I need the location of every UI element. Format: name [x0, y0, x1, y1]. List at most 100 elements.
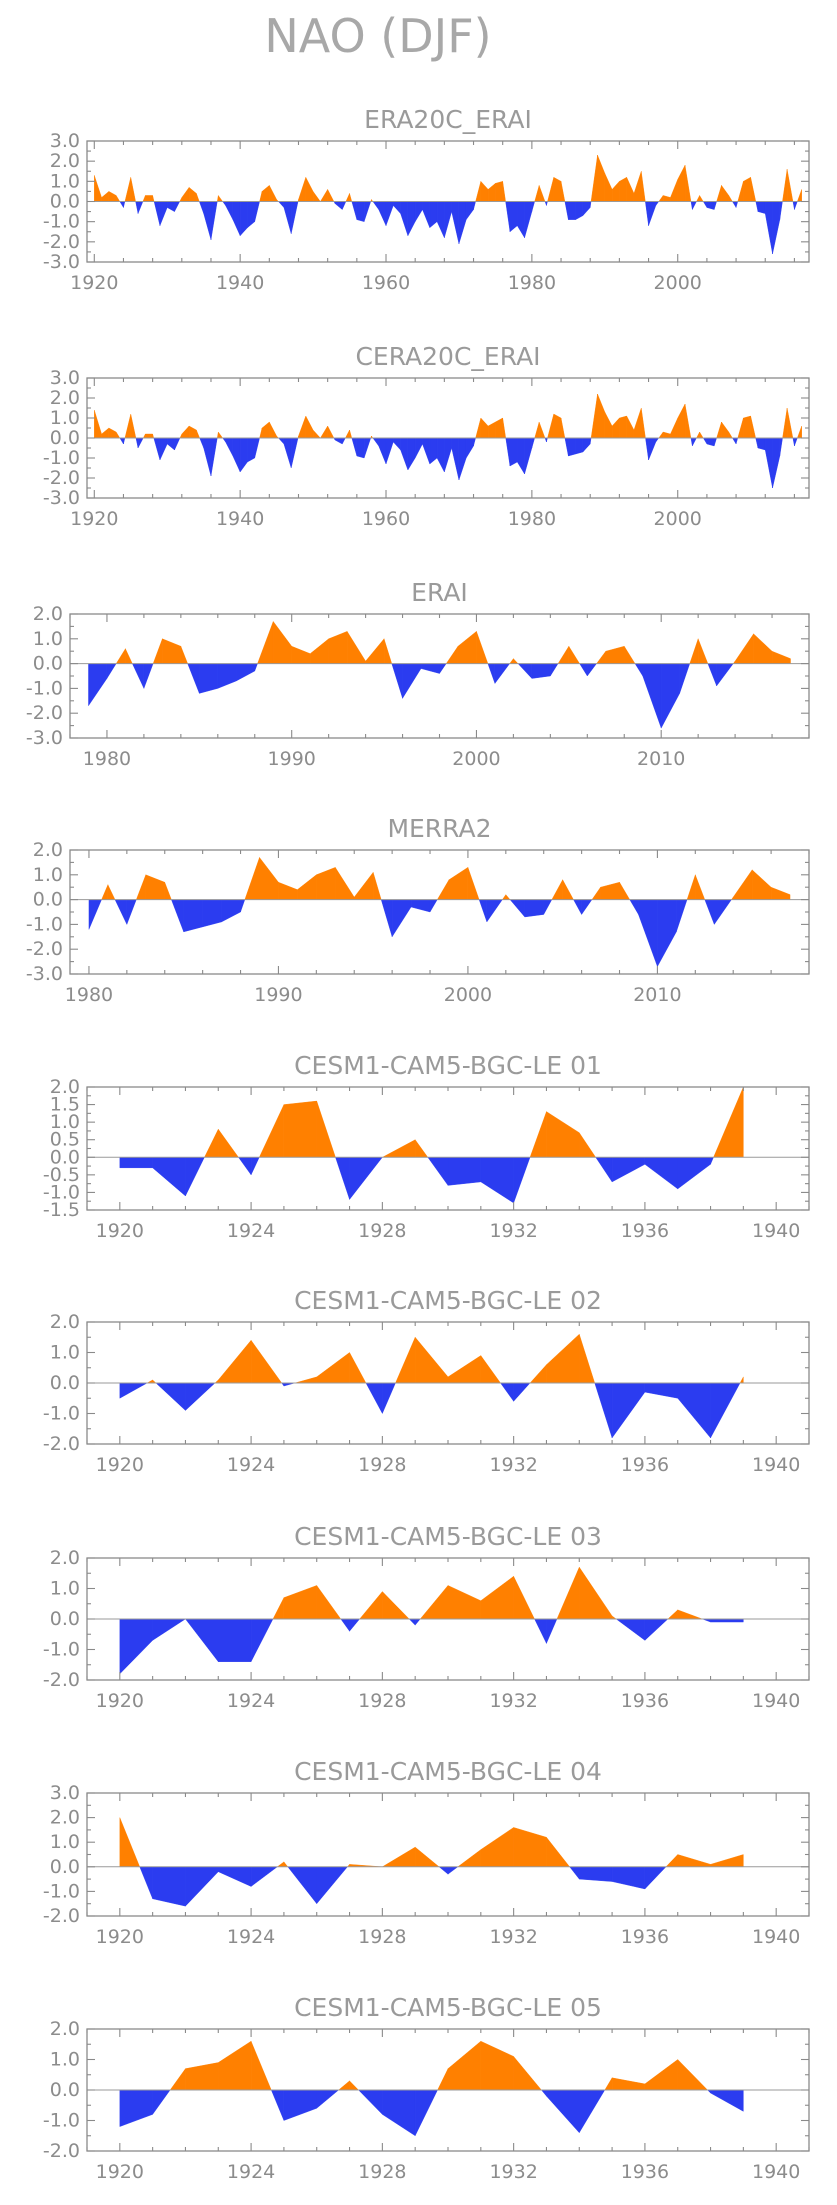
x-tick-label: 1928	[358, 2161, 406, 2183]
negative-area	[544, 437, 547, 443]
positive-area	[529, 1364, 547, 1384]
negative-area	[402, 663, 422, 700]
positive-area	[152, 638, 163, 664]
negative-area	[340, 1618, 350, 1632]
negative-area	[126, 899, 137, 925]
y-tick-label: -2.0	[43, 1433, 80, 1455]
negative-area	[414, 437, 423, 459]
negative-area	[429, 201, 438, 229]
x-tick-label: 1940	[752, 1454, 800, 1476]
negative-area	[250, 1866, 278, 1887]
y-tick-label: -1.0	[43, 1639, 80, 1661]
panel-title: CESM1-CAM5-BGC-LE 05	[294, 1993, 602, 2022]
series-area	[119, 2040, 744, 2137]
positive-area	[480, 180, 489, 202]
negative-area	[407, 201, 416, 236]
negative-area	[335, 1157, 350, 1200]
negative-area	[657, 899, 677, 967]
x-tick-label: 1920	[96, 1220, 144, 1242]
negative-area	[277, 437, 285, 445]
positive-area	[604, 411, 613, 439]
negative-area	[414, 1618, 421, 1626]
x-tick-label: 2010	[637, 748, 685, 770]
panel-title: CESM1-CAM5-BGC-LE 03	[294, 1522, 602, 1551]
positive-area	[447, 1585, 482, 1620]
positive-area	[750, 415, 756, 439]
y-tick-label: 3.0	[50, 130, 80, 152]
positive-area	[696, 195, 700, 202]
positive-area	[547, 177, 554, 202]
positive-area	[305, 177, 314, 202]
negative-area	[524, 201, 533, 238]
x-tick-label: 1940	[216, 508, 264, 530]
negative-area	[203, 201, 212, 240]
negative-area	[114, 899, 128, 925]
positive-area	[476, 631, 489, 664]
x-tick-label: 1936	[621, 1220, 669, 1242]
x-tick-label: 1932	[489, 2161, 537, 2183]
positive-area	[218, 431, 224, 439]
x-tick-label: 1932	[489, 1454, 537, 1476]
negative-area	[569, 1866, 580, 1880]
positive-area	[487, 182, 496, 202]
negative-area	[779, 201, 783, 220]
positive-area	[728, 431, 733, 439]
y-tick-label: 2.0	[50, 2018, 80, 2040]
negative-area	[334, 201, 343, 210]
positive-area	[611, 180, 620, 202]
negative-area	[414, 2089, 438, 2136]
negative-area	[363, 437, 372, 459]
panel-9: CESM1-CAM5-BGC-LE 05 2.0 1.0 0.0 -1.0 -2.0 192…	[43, 1993, 810, 2183]
positive-area	[320, 188, 328, 202]
x-tick-label: 1920	[70, 508, 118, 530]
negative-area	[644, 1382, 678, 1399]
negative-area	[755, 437, 759, 449]
negative-area	[794, 201, 798, 210]
positive-area	[180, 646, 188, 664]
negative-area	[363, 201, 372, 222]
x-tick-label: 1940	[752, 1220, 800, 1242]
negative-area	[509, 899, 525, 918]
positive-area	[244, 857, 260, 900]
positive-area	[505, 894, 511, 900]
positive-area	[335, 866, 355, 900]
negative-area	[473, 201, 476, 210]
positive-area	[670, 417, 678, 439]
positive-area	[142, 195, 146, 202]
y-tick-label: 1.0	[50, 1578, 80, 1600]
positive-area	[600, 881, 620, 900]
positive-area	[365, 638, 385, 664]
positive-area	[605, 645, 625, 664]
positive-area	[604, 173, 613, 202]
series-area	[119, 1086, 744, 1204]
negative-area	[713, 201, 717, 210]
positive-area	[162, 638, 182, 664]
x-tick-label: 1980	[83, 748, 131, 770]
x-tick-label: 1940	[216, 272, 264, 294]
negative-area	[372, 201, 379, 211]
positive-area	[751, 869, 772, 900]
positive-area	[349, 193, 353, 202]
negative-area	[106, 663, 117, 680]
negative-area	[517, 201, 525, 239]
x-tick-label: 1936	[621, 1454, 669, 1476]
positive-area	[250, 1339, 283, 1384]
negative-area	[135, 437, 139, 449]
positive-area	[721, 184, 729, 202]
negative-area	[792, 201, 795, 210]
y-tick-label: -1.0	[43, 1880, 80, 1902]
negative-area	[137, 437, 144, 449]
positive-area	[487, 421, 496, 439]
positive-area	[696, 431, 700, 439]
positive-area	[579, 1566, 613, 1620]
negative-area	[174, 437, 181, 451]
positive-area	[273, 620, 292, 664]
series-area	[119, 1333, 744, 1439]
positive-area	[546, 1333, 580, 1384]
negative-area	[119, 2089, 153, 2127]
negative-area	[692, 437, 697, 447]
negative-area	[524, 437, 533, 475]
negative-area	[254, 201, 260, 222]
negative-area	[225, 201, 234, 220]
y-tick-label: 2.0	[50, 387, 80, 409]
